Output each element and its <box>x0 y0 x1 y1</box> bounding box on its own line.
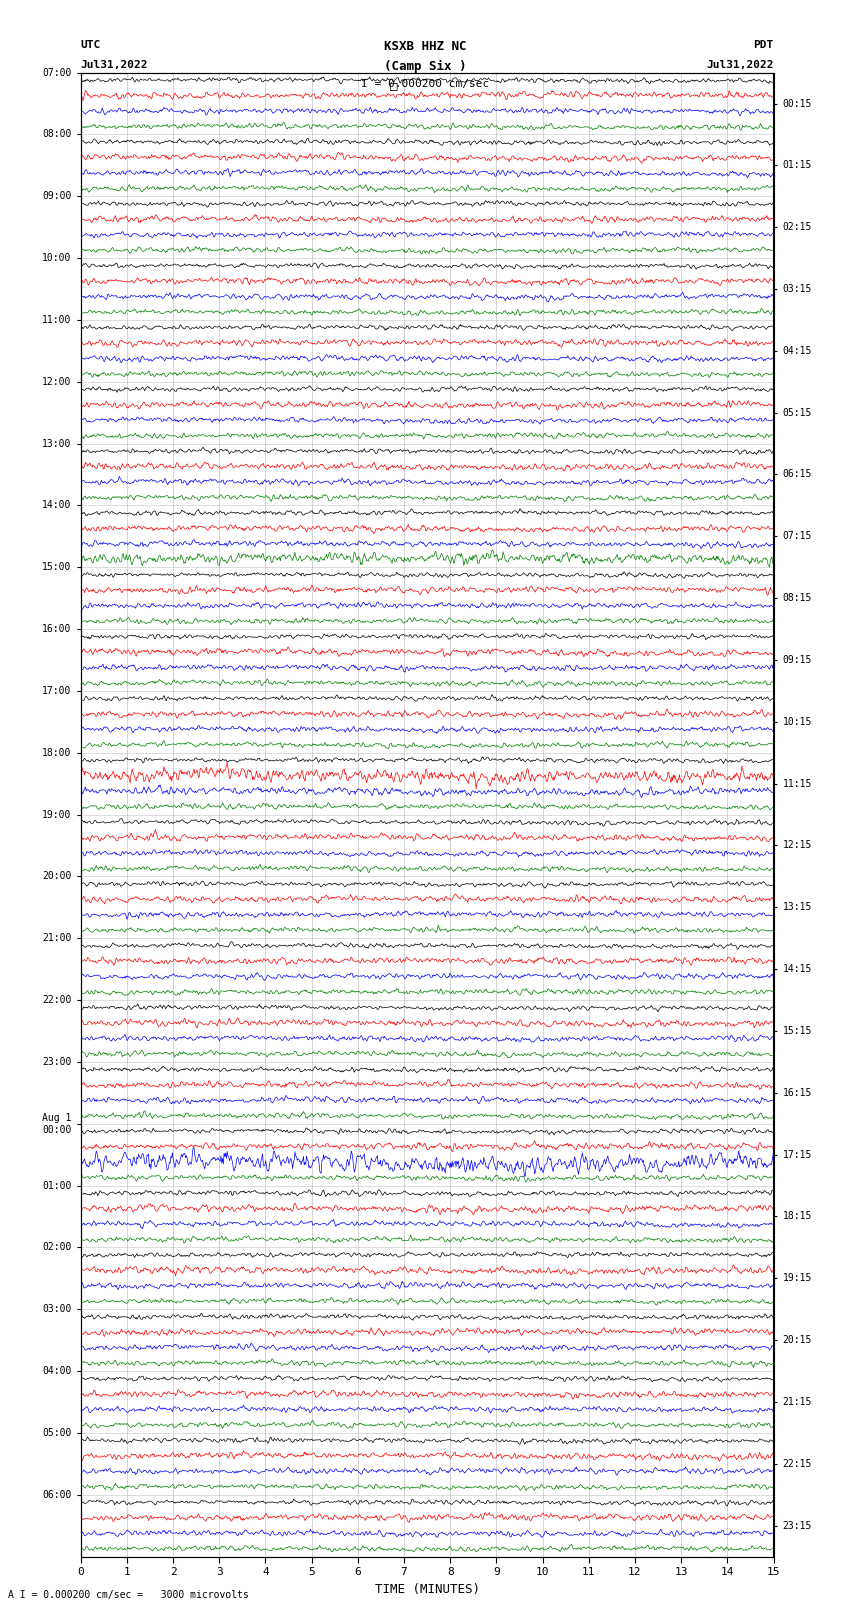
Text: □: □ <box>390 79 397 92</box>
Text: (Camp Six ): (Camp Six ) <box>383 60 467 73</box>
Text: I = 0.000200 cm/sec: I = 0.000200 cm/sec <box>361 79 489 89</box>
Text: A I = 0.000200 cm/sec =   3000 microvolts: A I = 0.000200 cm/sec = 3000 microvolts <box>8 1590 249 1600</box>
Text: Jul31,2022: Jul31,2022 <box>81 60 148 69</box>
Text: KSXB HHZ NC: KSXB HHZ NC <box>383 40 467 53</box>
Text: Jul31,2022: Jul31,2022 <box>706 60 774 69</box>
X-axis label: TIME (MINUTES): TIME (MINUTES) <box>375 1582 479 1595</box>
Text: PDT: PDT <box>753 40 774 50</box>
Text: UTC: UTC <box>81 40 101 50</box>
